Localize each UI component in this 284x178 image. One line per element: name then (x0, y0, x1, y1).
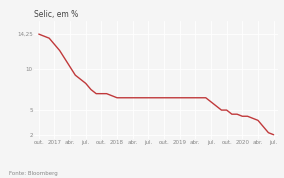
Text: Selic, em %: Selic, em % (34, 10, 78, 19)
Text: Fonte: Bloomberg: Fonte: Bloomberg (9, 171, 57, 176)
